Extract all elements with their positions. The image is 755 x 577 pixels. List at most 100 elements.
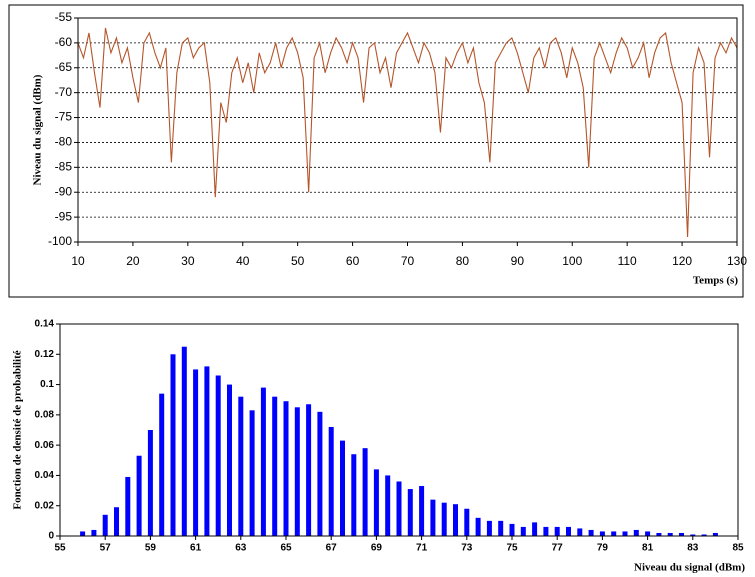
bar [498,520,504,536]
x-tick-label: 71 [416,543,428,554]
bar [238,396,244,536]
y-axis-label: Niveau du signal (dBm) [32,74,44,185]
y-tick-label: 0 [48,531,54,542]
bar [362,448,368,536]
bar [317,411,323,536]
bar [554,526,560,536]
x-tick-label: 81 [642,543,654,554]
bar [419,486,425,536]
y-tick-label: -60 [55,35,73,49]
x-tick-label: 75 [506,543,518,554]
y-tick-label: 0.06 [35,440,55,451]
x-tick-label: 30 [181,254,195,268]
y-tick-label: 0.12 [35,349,55,360]
bar [204,366,210,536]
x-tick-label: 40 [236,254,250,268]
x-tick-label: 110 [618,254,637,268]
bar [633,529,639,536]
bar [679,532,684,536]
y-axis-label: Fonction de densité de probabilité [12,350,24,509]
bar [249,410,255,536]
bar [340,440,345,536]
bar [193,369,199,536]
x-tick-label: 63 [235,543,247,554]
x-axis-label: Temps (s) [693,275,738,287]
bar [91,529,97,536]
bar [114,507,119,536]
bar [486,520,492,536]
bar [453,504,458,536]
y-tick-label: -95 [55,209,73,223]
x-tick-label: 65 [280,543,292,554]
x-tick-label: 70 [401,254,415,268]
y-tick-label: -55 [55,10,73,24]
bar [227,384,232,536]
bar [475,517,481,536]
x-axis-label: Niveau du signal (dBm) [634,562,745,574]
y-tick-label: -85 [55,160,73,174]
y-tick-label: -65 [55,60,73,74]
bar [656,532,662,536]
x-tick-label: 90 [511,254,525,268]
bar [543,526,549,536]
bar [441,502,447,536]
x-tick-label: 60 [346,254,360,268]
x-tick-label: 57 [100,543,112,554]
bar [701,534,707,536]
x-tick-label: 61 [190,543,202,554]
bar [125,476,131,536]
y-tick-label: -75 [55,110,73,124]
bar [159,393,165,536]
bar [520,526,526,536]
bar [272,396,278,536]
y-tick-label: -90 [55,184,73,198]
x-tick-label: 130 [727,254,747,268]
x-tick-label: 100 [562,254,582,268]
bar [577,528,583,536]
line [77,27,738,238]
bar [396,481,402,536]
bar [667,532,673,536]
bar [181,346,187,536]
bar [690,534,696,536]
bar [385,475,391,536]
bar [622,531,628,536]
x-tick-label: 120 [672,254,692,268]
y-tick-label: 0.1 [40,379,54,390]
bar [136,455,142,536]
bar [215,375,221,536]
x-tick-label: 10 [71,254,85,268]
x-tick-label: 83 [687,543,699,554]
bar [351,454,357,536]
bar [645,531,651,536]
x-tick-label: 55 [54,543,66,554]
bar [509,523,515,536]
chart-frame [8,4,744,298]
bar [80,531,86,536]
x-tick-label: 69 [371,543,383,554]
x-tick-label: 77 [552,543,564,554]
x-tick-label: 80 [456,254,470,268]
bar [283,401,289,536]
y-tick-label: 0.02 [35,500,55,511]
bar [712,532,718,536]
bar [566,526,571,536]
bar [532,522,538,536]
bar [407,489,413,536]
bar [294,407,300,536]
y-tick-label: 0.14 [35,319,55,330]
x-tick-label: 79 [597,543,609,554]
bar [373,469,379,536]
bar [328,426,334,536]
x-tick-label: 73 [461,543,473,554]
y-tick-label: -80 [55,135,73,149]
bar [306,404,312,536]
bar [260,387,266,536]
bar [599,531,605,536]
plot-frame [77,17,738,243]
x-tick-label: 20 [126,254,140,268]
y-tick-label: -70 [55,85,73,99]
bar [588,529,594,536]
y-tick-label: 0.08 [35,409,55,420]
